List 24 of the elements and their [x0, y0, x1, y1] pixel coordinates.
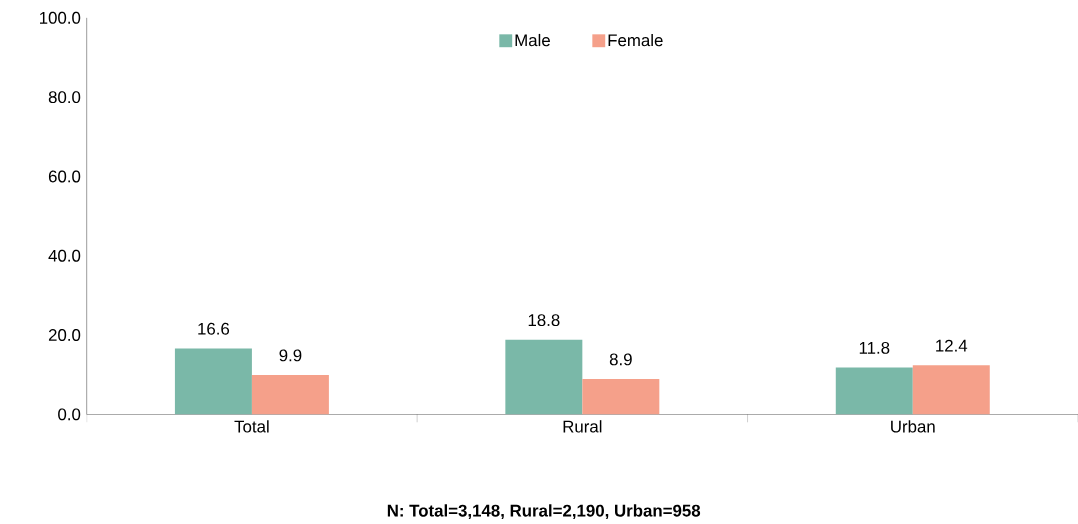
- x-tick-label: Total: [234, 419, 269, 433]
- y-tick-label: 0.0: [58, 408, 81, 421]
- y-tick-label: 60.0: [48, 170, 81, 183]
- data-label: 16.6: [198, 322, 230, 335]
- bar: [912, 365, 990, 415]
- y-tick-label: 40.0: [48, 249, 81, 262]
- bar: [835, 367, 913, 415]
- data-label: 8.9: [609, 353, 632, 366]
- data-label: 9.9: [279, 349, 302, 362]
- legend-label: Male: [515, 33, 550, 47]
- legend-label: Female: [608, 33, 663, 47]
- data-label: 11.8: [859, 341, 890, 354]
- x-tick-label: Urban: [891, 419, 935, 433]
- y-tick-label: 100.0: [40, 11, 81, 24]
- text: N: Total=3,148, Rural=2,190, Urban=958: [387, 504, 701, 519]
- x-tick-label: Rural: [563, 419, 602, 433]
- bar: [251, 374, 329, 415]
- bar: [582, 378, 660, 415]
- y-tick-label: 80.0: [48, 90, 81, 103]
- bar: [174, 348, 252, 415]
- y-tick-label: 20.0: [48, 328, 81, 341]
- data-label: 18.8: [528, 313, 560, 326]
- data-label: 12.4: [936, 339, 968, 352]
- bar: [505, 339, 583, 415]
